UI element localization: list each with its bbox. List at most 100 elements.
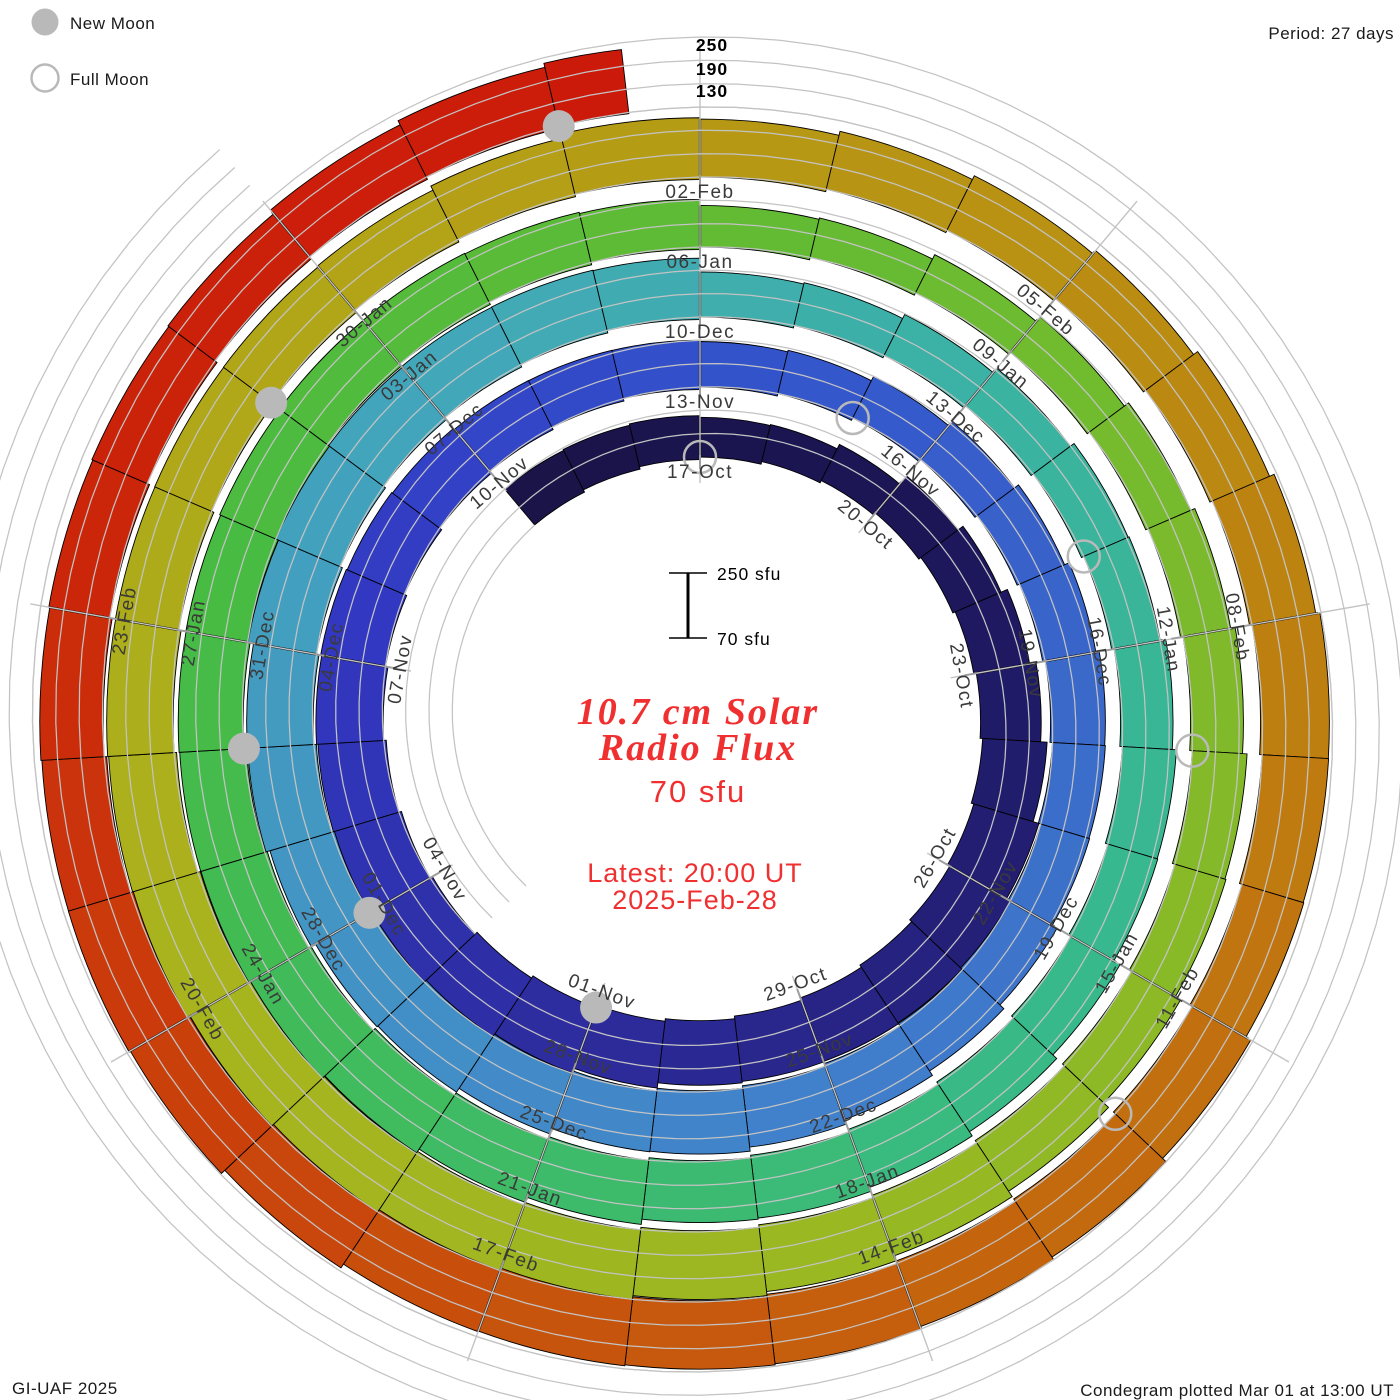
- date-label: 02-Feb: [665, 182, 734, 203]
- date-tick: [570, 1061, 578, 1076]
- date-tick: [245, 640, 260, 646]
- date-tick: [546, 1127, 554, 1142]
- radial-gridline: [791, 975, 934, 1362]
- date-tick: [107, 616, 122, 621]
- date-label: 17-Oct: [667, 462, 733, 483]
- gridline-spiral: [0, 59, 1380, 1400]
- date-tick: [1171, 635, 1186, 640]
- chart-title-line2: Radio Flux: [598, 727, 797, 769]
- date-label: 06-Jan: [666, 252, 733, 273]
- date-tick: [1102, 647, 1117, 653]
- flux-bar: [464, 211, 593, 303]
- radial-axis-250: 250: [696, 35, 728, 55]
- radial-gridline: [858, 200, 1138, 534]
- date-tick: [487, 469, 499, 482]
- radial-gridline: [950, 603, 1370, 679]
- flux-bar: [809, 217, 934, 296]
- radial-axis-190: 190: [696, 59, 728, 79]
- new-moon-label: New Moon: [70, 14, 155, 33]
- chart-title-line1: 10.7 cm Solar: [577, 691, 819, 733]
- gridline-spiral: [451, 524, 536, 887]
- full-moon-marker: [835, 400, 870, 436]
- plotted-label: Condegram plotted Mar 01 at 13:00 UT: [1080, 1381, 1394, 1400]
- date-tick: [442, 415, 454, 428]
- date-tick: [964, 671, 979, 677]
- date-tick: [1120, 964, 1134, 974]
- date-tick: [1033, 659, 1048, 665]
- date-tick: [498, 1259, 506, 1273]
- new-moon-marker: [542, 110, 575, 143]
- date-tick: [352, 308, 364, 321]
- center-titles: 10.7 cm Solar Radio Flux 70 sfu Latest: …: [577, 691, 819, 915]
- full-moon-marker: [682, 439, 718, 475]
- date-tick: [176, 628, 191, 634]
- legend: New Moon Full Moon: [30, 8, 155, 93]
- new-moon-marker: [227, 732, 260, 765]
- gridline-spiral: [8, 83, 1357, 1396]
- new-moon-marker: [580, 991, 613, 1024]
- flux-bar: [641, 1157, 759, 1223]
- radial-gridlines: [30, 42, 1370, 1362]
- flux-bar: [628, 415, 701, 468]
- full-moon-label: Full Moon: [70, 70, 149, 89]
- date-tick: [522, 1193, 530, 1208]
- moon-markers: [227, 110, 1210, 1132]
- date-tick: [891, 1251, 899, 1266]
- base-flux-label: 70 sfu: [650, 774, 746, 809]
- flux-bar: [793, 282, 904, 359]
- flux-bar: [611, 339, 701, 400]
- period-label: Period: 27 days: [1268, 24, 1394, 43]
- latest-time-label: Latest: 20:00 UT: [587, 858, 803, 888]
- new-moon-icon: [31, 8, 59, 36]
- flux-bar: [490, 269, 609, 366]
- date-tick: [383, 665, 398, 670]
- radial-gridline: [30, 603, 412, 672]
- date-tick: [306, 940, 320, 950]
- date-tick: [397, 361, 409, 374]
- date-tick: [866, 510, 878, 523]
- flux-bar: [362, 252, 491, 365]
- date-tick: [796, 988, 803, 1003]
- radial-gridline: [466, 982, 606, 1362]
- radial-gridline: [110, 864, 453, 1063]
- date-tick: [245, 975, 260, 985]
- date-tick: [1181, 999, 1195, 1009]
- date-tick: [1060, 929, 1074, 939]
- scale-bar-bottom-label: 70 sfu: [717, 629, 771, 649]
- new-moon-marker: [353, 896, 386, 929]
- date-tick: [999, 894, 1013, 904]
- date-tick: [956, 403, 968, 416]
- flux-bar: [1251, 612, 1330, 760]
- date-tick: [844, 1120, 851, 1135]
- flux-bar: [657, 1018, 743, 1086]
- flux-bar: [649, 1087, 751, 1155]
- gridline-spiral: [31, 106, 1334, 1373]
- date-tick: [868, 1185, 875, 1200]
- date-tick: [911, 457, 923, 470]
- date-tick: [938, 859, 952, 869]
- date-label: 10-Dec: [665, 322, 735, 343]
- date-tick: [1240, 623, 1255, 628]
- full-moon-marker: [1175, 733, 1210, 768]
- radial-gridline: [262, 200, 507, 492]
- date-label: 13-Nov: [665, 392, 735, 413]
- credit-label: GI-UAF 2025: [12, 1379, 118, 1398]
- date-tick: [185, 1010, 199, 1020]
- full-moon-marker: [1066, 539, 1102, 574]
- date-tick: [1001, 349, 1013, 363]
- flux-bar: [39, 606, 113, 761]
- date-tick: [314, 653, 329, 658]
- radial-axis-130: 130: [696, 81, 728, 101]
- scale-bar-top-label: 250 sfu: [717, 564, 781, 584]
- date-tick: [1046, 296, 1058, 309]
- flux-bar: [632, 1226, 768, 1300]
- date-tick: [427, 870, 441, 880]
- date-tick-marks: [107, 175, 1255, 1273]
- full-moon-marker: [1098, 1096, 1133, 1132]
- radial-axis-labels: 250 190 130: [696, 35, 728, 101]
- full-moon-icon: [30, 63, 60, 93]
- radial-gridline: [926, 852, 1290, 1063]
- date-tick: [820, 1054, 827, 1069]
